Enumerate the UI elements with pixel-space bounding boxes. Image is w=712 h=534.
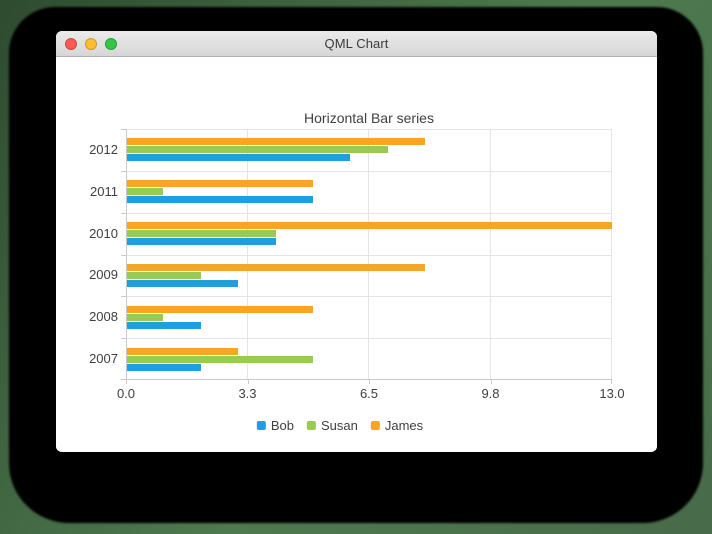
legend-item-susan: Susan [306,418,358,433]
bar-susan-2008 [127,313,164,321]
bar-susan-2007 [127,355,313,363]
bar-susan-2011 [127,188,164,196]
category-axis-tick [121,338,126,340]
grid-line-horizontal [126,170,612,172]
legend-marker-icon [306,421,316,430]
category-label-2012: 2012 [89,141,118,157]
category-label-2010: 2010 [89,225,118,241]
grid-line-horizontal [126,212,612,214]
bar-bob-2010 [127,238,276,246]
qml-chart-window: QML Chart Horizontal Bar series 2012 2011… [56,31,657,452]
bar-james-2008 [127,305,313,313]
bar-james-2007 [127,347,239,355]
bar-james-2012 [127,138,426,146]
value-label-3.3: 3.3 [238,386,257,401]
window-titlebar[interactable]: QML Chart [56,31,657,57]
category-axis-tick [121,212,126,214]
value-axis-tick [247,380,249,384]
category-axis-tick [121,254,126,256]
category-axis-tick [121,296,126,298]
category-label-2009: 2009 [89,267,118,283]
value-axis-tick [490,380,492,384]
grid-line-horizontal [126,338,612,340]
category-axis-tick [121,170,126,172]
bar-susan-2009 [127,271,201,279]
chart-legend: Bob Susan James [256,418,424,433]
window-title: QML Chart [324,36,389,51]
bar-susan-2012 [127,146,388,154]
value-label-6.5: 6.5 [359,386,379,401]
minimize-button[interactable] [85,37,97,50]
chart-view: Horizontal Bar series 2012 2011 2010 2009 20… [56,57,657,451]
category-label-2008: 2008 [89,309,118,325]
category-axis-tick [121,129,126,130]
grid-line-horizontal [126,254,612,256]
category-axis-line [126,129,127,380]
legend-label: Bob [270,418,294,433]
plot-area [121,129,612,384]
bar-bob-2007 [127,363,201,371]
bar-bob-2011 [127,196,313,204]
value-axis-line [126,379,612,380]
bar-james-2011 [127,180,313,188]
grid-line-horizontal [126,296,612,298]
bar-bob-2008 [127,321,201,329]
legend-label: James [384,418,424,433]
grid-line-horizontal [126,129,612,130]
bar-james-2009 [127,263,426,271]
value-label-13.0: 13.0 [599,386,625,401]
zoom-button[interactable] [105,37,117,50]
value-label-0.0: 0.0 [116,386,136,401]
category-label-2011: 2011 [90,183,118,199]
bar-susan-2010 [127,230,276,238]
value-label-9.8: 9.8 [481,386,500,401]
legend-label: Susan [320,418,358,433]
close-button[interactable] [65,37,77,50]
legend-marker-icon [256,421,266,430]
bar-bob-2012 [127,154,351,162]
window-controls [65,31,117,56]
legend-marker-icon [370,421,380,430]
legend-item-james: James [370,418,424,433]
legend-item-bob: Bob [256,418,294,433]
category-label-2007: 2007 [89,351,118,367]
chart-title: Horizontal Bar series [304,110,434,126]
bar-bob-2009 [127,279,239,287]
value-axis-tick [369,380,370,384]
bar-james-2010 [127,222,612,230]
value-axis-tick [611,380,612,384]
category-axis-tick [121,379,126,380]
value-axis-tick [126,380,127,384]
